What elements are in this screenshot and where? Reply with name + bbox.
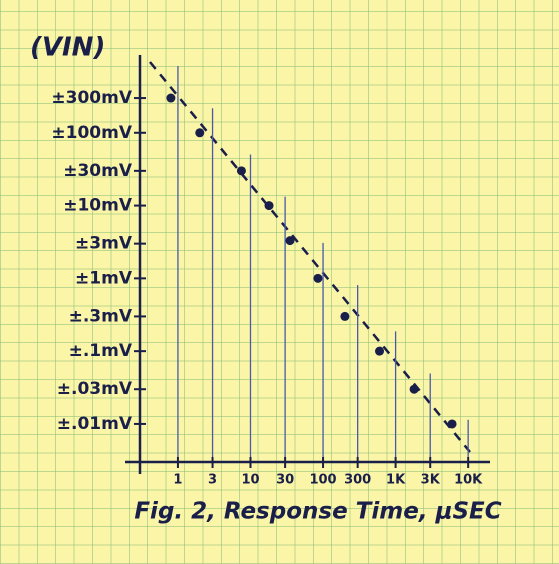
data-point (195, 128, 204, 137)
x-tick-label: 1K (386, 473, 406, 488)
data-point (313, 274, 322, 283)
y-tick-label: ±.1mV (69, 341, 133, 361)
data-point (237, 166, 246, 175)
y-tick-label: ±300mV (51, 88, 132, 108)
y-tick-label: ±.3mV (69, 306, 133, 326)
data-point (340, 312, 349, 321)
x-tick-label: 3K (421, 473, 441, 488)
x-axis-label: Fig. 2, Response Time, μSEC (134, 499, 501, 525)
y-axis-label: (VIN) (30, 33, 105, 63)
y-tick-label: ±100mV (51, 123, 132, 143)
x-tick-label: 1 (173, 473, 182, 488)
x-tick-label: 100 (309, 473, 336, 488)
x-tick-label: 10K (454, 473, 483, 488)
y-tick-label: ±30mV (63, 161, 133, 181)
x-tick-label: 3 (208, 473, 217, 488)
y-tick-label: ±.03mV (57, 379, 133, 399)
x-tick-label: 300 (344, 473, 371, 488)
data-point (166, 94, 175, 103)
x-tick-label: 10 (241, 473, 259, 488)
data-point (410, 385, 419, 394)
data-point (265, 201, 274, 210)
y-tick-label: ±10mV (63, 196, 133, 216)
y-tick-label: ±3mV (75, 234, 133, 254)
data-point (375, 347, 384, 356)
y-tick-label: ±1mV (75, 268, 133, 288)
data-point (285, 236, 294, 245)
trend-line (150, 62, 470, 452)
y-tick-label: ±.01mV (57, 414, 133, 434)
x-tick-label: 30 (276, 473, 294, 488)
chart: (VIN) Fig. 2, Response Time, μSEC 1 3 10 30… (0, 0, 559, 564)
data-point (448, 419, 457, 428)
